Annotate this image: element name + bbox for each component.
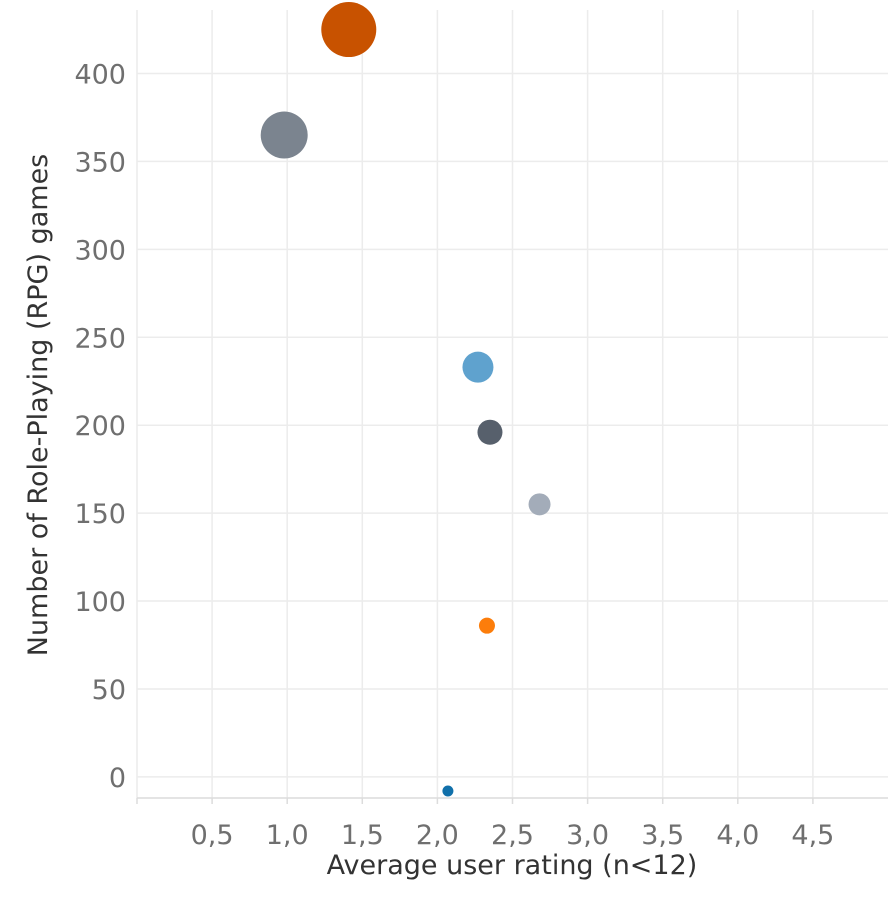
x-tick-label: 0,5: [191, 820, 234, 851]
y-tick-label: 250: [74, 323, 126, 354]
data-points: [260, 2, 551, 797]
y-tick-label: 0: [109, 763, 126, 794]
x-tick-label: 4,0: [716, 820, 759, 851]
y-tick-label: 300: [74, 235, 126, 266]
data-point[interactable]: [528, 493, 551, 516]
y-axis-title: Number of Role-Playing (RPG) games: [23, 154, 54, 657]
grid-layer: [136, 10, 888, 798]
y-tick-label: 350: [74, 147, 126, 178]
x-tick-label: 2,5: [491, 820, 534, 851]
data-point[interactable]: [321, 2, 377, 58]
x-tick-label: 2,0: [416, 820, 459, 851]
y-tick-label: 50: [92, 675, 126, 706]
y-tick-label: 450: [74, 0, 126, 3]
x-axis-title: Average user rating (n<12): [327, 850, 698, 881]
x-tick-label: 4,5: [791, 820, 834, 851]
data-point[interactable]: [478, 617, 495, 634]
data-point[interactable]: [477, 419, 503, 445]
x-tick-label: 1,5: [341, 820, 384, 851]
x-axis-ticks: 0,5 1,0 1,5 2,0 2,5 3,0 3,5 4,0 4,5: [136, 798, 834, 851]
data-point[interactable]: [260, 111, 308, 159]
data-point[interactable]: [442, 785, 454, 797]
data-point[interactable]: [462, 351, 494, 383]
x-tick-label: 1,0: [266, 820, 309, 851]
y-axis-ticks: 0 50 100 150 200 250 300 350 400 450: [74, 0, 126, 794]
y-tick-label: 200: [74, 411, 126, 442]
y-tick-label: 150: [74, 499, 126, 530]
x-tick-label: 3,5: [641, 820, 684, 851]
y-tick-label: 100: [74, 587, 126, 618]
y-tick-label: 400: [74, 59, 126, 90]
x-tick-label: 3,0: [566, 820, 609, 851]
